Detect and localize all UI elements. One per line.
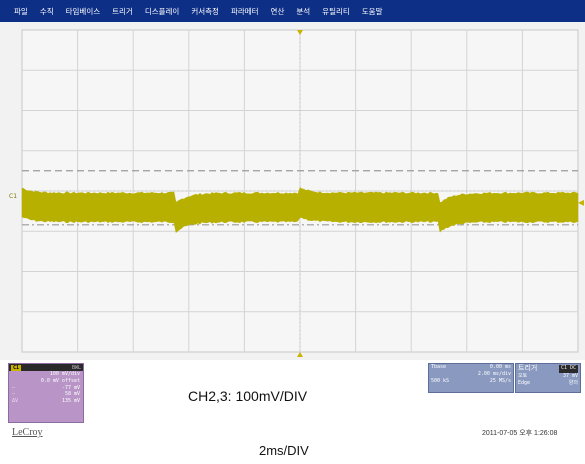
menu-math[interactable]: 연산 xyxy=(270,6,285,16)
trigger-panel-row-value: 양의 xyxy=(568,380,578,386)
channel-panel-row-value: -77 mV xyxy=(61,384,80,391)
timebase-panel-row-value: 2.00 ms/div xyxy=(477,371,511,377)
menu-timebase[interactable]: 타임베이스 xyxy=(65,6,101,16)
channel-panel-row: 0.0 mV offset xyxy=(9,378,83,385)
timebase-panel-row-value: 0.00 ms xyxy=(489,364,511,370)
timestamp: 2011-07-05 오후 1:26:08 xyxy=(482,430,558,437)
channel-panel-row: — 58 mV xyxy=(9,391,83,398)
menu-bar: 파일 수직 타임베이스 트리거 디스플레이 커서측정 파라메터 연산 분석 유틸… xyxy=(0,0,585,22)
channel-panel-row-label: — xyxy=(12,384,16,391)
menu-utilities[interactable]: 유틸리티 xyxy=(322,6,350,16)
channel-panel-row-value: 135 mV xyxy=(61,398,80,405)
trigger-panel[interactable]: 트리거 C1 DC 오토 37 mV Edge 양의 xyxy=(515,363,581,393)
trigger-panel-header: 트리거 C1 DC xyxy=(516,364,580,373)
channel-1-panel[interactable]: C1 BWL 100 mV/div 0.0 mV offset — -77 mV — 58… xyxy=(8,363,84,423)
timebase-panel-row: 2.00 ms/div xyxy=(429,371,513,378)
timebase-panel-row: 500 kS 25 MS/s xyxy=(429,378,513,385)
trigger-arrow-icon xyxy=(297,352,303,357)
menu-parameters[interactable]: 파라메터 xyxy=(230,6,259,16)
channel-panel-header: C1 BWL xyxy=(9,364,83,371)
oscilloscope-screen[interactable]: C1 xyxy=(0,22,585,360)
timebase-panel-row: Tbase 0.00 ms xyxy=(429,364,513,371)
menu-trigger[interactable]: 트리거 xyxy=(112,6,133,16)
menu-cursors[interactable]: 커서측정 xyxy=(191,6,219,16)
timebase-caption: 2ms/DIV xyxy=(259,443,309,458)
channel-panel-row-label: ΔV xyxy=(12,398,19,405)
bandwidth-limit-badge: BWL xyxy=(71,364,81,371)
menu-help[interactable]: 도움말 xyxy=(361,6,383,16)
trigger-panel-row: Edge 양의 xyxy=(516,380,580,387)
timebase-panel-row-label: 500 kS xyxy=(431,378,450,384)
timebase-panel-row-value: 25 MS/s xyxy=(489,378,511,384)
brand-logo: LeCroy xyxy=(12,427,43,438)
channel-1-marker: C1 xyxy=(9,193,17,200)
vertical-scale-caption: CH2,3: 100mV/DIV xyxy=(188,388,308,404)
menu-display[interactable]: 디스플레이 xyxy=(144,6,180,16)
trace-edge-arrow-icon xyxy=(578,199,584,206)
trigger-panel-row: 오토 37 mV xyxy=(516,373,580,380)
timebase-panel[interactable]: Tbase 0.00 ms 2.00 ms/div 500 kS 25 MS/s xyxy=(428,363,514,393)
menu-analysis[interactable]: 분석 xyxy=(296,6,311,16)
trigger-position-top-icon xyxy=(297,30,303,35)
channel-panel-row: — -77 mV xyxy=(9,385,83,392)
channel-panel-row-value: 58 mV xyxy=(64,391,80,398)
channel-panel-row: 100 mV/div xyxy=(9,371,83,378)
trigger-panel-row-value: 37 mV xyxy=(562,373,578,379)
channel-panel-row-value: 100 mV/div xyxy=(49,371,80,377)
trigger-channel-badge: C1 DC xyxy=(558,365,578,373)
channel-tag: C1 xyxy=(11,364,22,371)
waveform-grid: C1 xyxy=(9,29,584,357)
channel-1-trace xyxy=(21,186,579,234)
channel-panel-row-label: — xyxy=(12,391,16,398)
menu-vertical[interactable]: 수직 xyxy=(39,6,54,16)
trigger-title: 트리거 xyxy=(518,364,538,372)
menu-file[interactable]: 파일 xyxy=(14,6,28,16)
channel-panel-row: ΔV 135 mV xyxy=(9,398,83,405)
trigger-panel-row-label: Edge xyxy=(518,380,531,386)
trigger-panel-row-label: 오토 xyxy=(518,373,528,379)
channel-panel-row-value: 0.0 mV offset xyxy=(40,377,80,384)
timebase-panel-row-label: Tbase xyxy=(431,364,447,370)
